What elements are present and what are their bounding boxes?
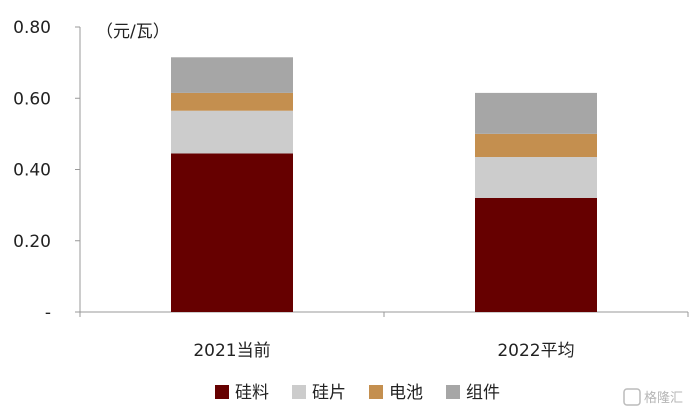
legend-swatch [215,385,229,399]
legend-label: 电池 [389,383,423,403]
legend-swatch [292,385,306,399]
bar-segment [171,92,293,111]
x-category-label: 2022平均 [497,341,574,361]
y-tick-label: - [45,303,51,323]
legend-label: 硅料 [235,383,269,403]
legend-label: 硅片 [312,383,346,403]
watermark-logo-icon [623,388,641,406]
watermark-text: 格隆汇 [644,390,683,406]
bar-segment [171,110,293,154]
bar-segment [475,133,597,158]
y-tick-label: 0.60 [13,89,51,109]
bar-segment [171,153,293,312]
y-tick-label: 0.20 [13,232,51,252]
bar-segment [171,57,293,93]
bar-segment [475,92,597,134]
plot-area: - 0.20 0.40 0.60 0.80 2021当前 2022平均 [13,18,689,361]
y-tick-label: 0.80 [13,18,51,38]
bar-segment [475,157,597,198]
legend-label: 组件 [466,383,500,403]
y-tick-label: 0.40 [13,161,51,181]
legend-swatch [446,385,460,399]
watermark: 格隆汇 [623,388,683,406]
legend: 硅料 硅片 电池 组件 [215,383,500,403]
y-unit-label: （元/瓦） [96,22,170,42]
bar-segment [475,198,597,312]
x-category-label: 2021当前 [193,341,270,361]
legend-swatch [369,385,383,399]
